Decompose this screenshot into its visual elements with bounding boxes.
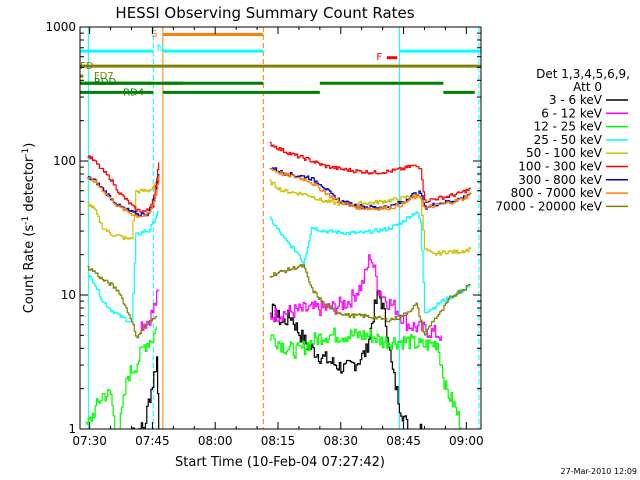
plot-frame bbox=[79, 26, 482, 430]
legend-label-4: 50 - 100 keV bbox=[526, 146, 603, 160]
x-axis-label: Start Time (10-Feb-04 07:27:42) bbox=[175, 455, 385, 470]
flag-label-3: FD bbox=[80, 61, 94, 72]
legend-label-7: 800 - 7000 keV bbox=[511, 186, 603, 200]
x-tick-label-6: 09:00 bbox=[449, 434, 484, 448]
series-2 bbox=[85, 326, 463, 429]
series-1 bbox=[139, 254, 442, 341]
tick-layer: 07:30 07:45 08:00 08:15 08:30 08:45 09:00 1 10 10… bbox=[45, 20, 483, 448]
legend-label-8: 7000 - 20000 keV bbox=[495, 199, 602, 213]
flag-label-1: N bbox=[157, 43, 164, 54]
x-tick-label-1: 07:45 bbox=[135, 434, 170, 448]
legend-label-2: 12 - 25 keV bbox=[534, 120, 603, 134]
legend-label-6: 300 - 800 keV bbox=[518, 173, 602, 187]
series-2-segment-0 bbox=[85, 326, 158, 429]
y-tick-label-0: 1 bbox=[68, 422, 76, 436]
legend-label-3: 25 - 50 keV bbox=[534, 133, 603, 147]
series-5-segment-1 bbox=[269, 141, 472, 203]
series-0 bbox=[131, 290, 426, 429]
series-0-segment-1 bbox=[269, 290, 426, 429]
y-axis-label-end: ) bbox=[22, 143, 37, 148]
flag-label-2: F bbox=[376, 52, 382, 63]
series-1-segment-1 bbox=[269, 254, 442, 341]
y-axis-label-mid: detector bbox=[22, 156, 37, 216]
series-8-segment-0 bbox=[87, 265, 158, 339]
flag-label-5: RDD bbox=[94, 77, 117, 88]
series-4-segment-1 bbox=[269, 179, 472, 256]
series-8 bbox=[87, 264, 472, 339]
footer-timestamp: 27-Mar-2010 12:09 bbox=[561, 467, 638, 476]
vline-layer bbox=[87, 27, 480, 429]
series-6-segment-1 bbox=[269, 167, 472, 210]
series-3-segment-0 bbox=[87, 211, 160, 323]
legend-label-0: 3 - 6 keV bbox=[549, 93, 603, 107]
y-tick-label-2: 100 bbox=[53, 154, 76, 168]
x-tick-label-4: 08:30 bbox=[323, 434, 358, 448]
series-6 bbox=[87, 167, 472, 217]
series-5-segment-0 bbox=[87, 155, 160, 213]
flag-label-4: FD7 bbox=[94, 71, 114, 82]
y-axis-label-sup2: -1 bbox=[21, 148, 31, 157]
series-0-segment-0 bbox=[131, 356, 160, 429]
legend-label-1: 6 - 12 keV bbox=[541, 106, 603, 120]
x-tick-label-3: 08:15 bbox=[261, 434, 296, 448]
flag-label-6: RD4 bbox=[123, 88, 144, 99]
series-8-segment-1 bbox=[269, 264, 472, 336]
x-tick-label-0: 07:30 bbox=[72, 434, 107, 448]
y-tick-label-1: 10 bbox=[61, 288, 76, 302]
legend-label-5: 100 - 300 keV bbox=[518, 160, 602, 174]
legend-header-line1: Det 1,3,4,5,6,9, bbox=[536, 67, 630, 81]
series-5 bbox=[87, 141, 472, 213]
series-layer bbox=[85, 141, 472, 429]
series-1-segment-0 bbox=[139, 289, 160, 334]
series-2-segment-1 bbox=[269, 327, 463, 429]
y-axis-label-main: Count Rate (s bbox=[22, 225, 37, 314]
chart-title: HESSI Observing Summary Count Rates bbox=[115, 4, 414, 22]
y-axis-label-sup1: -1 bbox=[21, 216, 31, 225]
x-tick-label-2: 08:00 bbox=[198, 434, 233, 448]
series-4 bbox=[87, 174, 472, 256]
series-3-segment-1 bbox=[269, 211, 472, 314]
flag-label-0: S bbox=[151, 29, 157, 40]
series-7 bbox=[87, 168, 472, 218]
x-tick-label-5: 08:45 bbox=[386, 434, 421, 448]
legend-header-line2: Att 0 bbox=[573, 80, 602, 94]
series-7-segment-1 bbox=[269, 168, 472, 211]
y-tick-label-3: 1000 bbox=[45, 20, 76, 34]
series-4-segment-0 bbox=[87, 174, 160, 240]
y-axis-label: Count Rate (s-1 detector-1) bbox=[21, 143, 37, 314]
series-7-segment-0 bbox=[87, 175, 160, 218]
